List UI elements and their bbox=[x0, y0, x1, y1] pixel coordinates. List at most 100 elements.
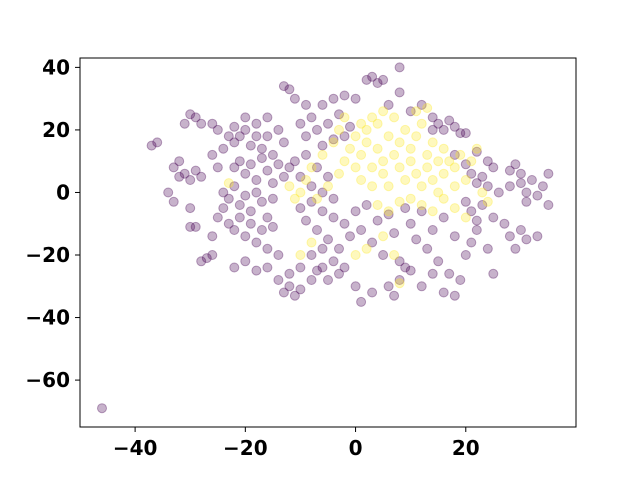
data-point-series-1-10 bbox=[361, 124, 372, 135]
data-point-series-0-30 bbox=[245, 140, 256, 151]
data-point-series-1-67 bbox=[427, 206, 438, 217]
data-point-series-0-126 bbox=[306, 250, 317, 260]
data-point-series-0-62 bbox=[245, 218, 256, 229]
data-point-series-1-24 bbox=[400, 124, 411, 135]
data-point-series-1-71 bbox=[394, 278, 405, 289]
data-point-series-1-77 bbox=[449, 203, 460, 214]
data-point-series-0-195 bbox=[504, 231, 515, 242]
data-point-series-0-160 bbox=[427, 112, 438, 123]
data-point-series-0-157 bbox=[389, 290, 400, 301]
data-point-series-0-187 bbox=[532, 190, 543, 201]
data-point-series-1-4 bbox=[345, 143, 355, 154]
data-point-series-0-121 bbox=[378, 250, 389, 260]
data-point-series-0-93 bbox=[323, 118, 333, 129]
data-point-series-0-115 bbox=[345, 231, 355, 242]
y-tick-label: −60 bbox=[25, 368, 70, 392]
data-point-series-0-158 bbox=[394, 275, 405, 285]
data-point-series-1-56 bbox=[295, 187, 306, 198]
data-point-series-0-123 bbox=[389, 228, 400, 239]
y-tick-label: 20 bbox=[42, 118, 70, 142]
x-tick-label: −20 bbox=[223, 436, 268, 460]
data-point-series-0-169 bbox=[488, 162, 499, 173]
data-point-series-0-166 bbox=[460, 128, 471, 139]
data-point-series-0-12 bbox=[185, 175, 196, 185]
data-point-series-1-33 bbox=[427, 137, 438, 148]
data-point-series-0-31 bbox=[251, 118, 262, 129]
data-point-series-0-148 bbox=[427, 268, 438, 279]
data-point-series-0-179 bbox=[515, 168, 526, 179]
data-point-series-0-90 bbox=[306, 112, 317, 123]
data-point-series-0-218 bbox=[427, 124, 438, 135]
data-point-series-0-41 bbox=[251, 175, 262, 185]
data-point-series-0-97 bbox=[345, 121, 355, 132]
data-point-series-0-170 bbox=[449, 149, 460, 160]
data-point-series-0-58 bbox=[223, 218, 234, 229]
data-point-series-1-46 bbox=[477, 187, 488, 198]
data-point-series-0-57 bbox=[267, 193, 278, 204]
data-point-series-0-47 bbox=[284, 162, 295, 173]
data-point-series-1-23 bbox=[400, 175, 411, 185]
data-point-series-0-44 bbox=[267, 178, 278, 189]
data-point-series-0-14 bbox=[196, 171, 207, 182]
data-point-series-0-143 bbox=[444, 268, 455, 279]
data-point-series-0-154 bbox=[482, 243, 493, 254]
data-point-series-0-73 bbox=[284, 281, 295, 292]
data-point-series-1-51 bbox=[367, 112, 378, 123]
data-point-series-0-5 bbox=[190, 112, 201, 123]
data-point-series-0-94 bbox=[328, 134, 339, 145]
data-point-series-0-133 bbox=[350, 281, 361, 292]
data-point-series-0-215 bbox=[394, 87, 405, 98]
data-point-series-1-18 bbox=[383, 181, 394, 192]
data-point-series-0-89 bbox=[301, 131, 311, 142]
data-point-series-0-194 bbox=[499, 218, 510, 229]
data-point-series-0-135 bbox=[367, 287, 378, 298]
data-point-series-0-120 bbox=[372, 215, 383, 226]
data-point-series-0-86 bbox=[372, 78, 383, 88]
data-point-series-0-186 bbox=[543, 200, 554, 210]
data-point-series-1-63 bbox=[383, 206, 394, 217]
data-point-series-0-122 bbox=[383, 209, 394, 220]
data-point-series-0-155 bbox=[488, 268, 499, 279]
data-point-series-0-134 bbox=[356, 296, 367, 307]
data-point-series-1-14 bbox=[372, 118, 383, 129]
data-point-series-0-83 bbox=[350, 93, 361, 104]
data-point-series-0-50 bbox=[229, 181, 240, 192]
data-point-series-0-204 bbox=[317, 262, 328, 273]
data-point-series-0-105 bbox=[328, 193, 339, 204]
data-point-series-0-207 bbox=[218, 143, 229, 154]
data-point-series-0-142 bbox=[438, 212, 449, 223]
data-point-series-0-181 bbox=[515, 178, 526, 189]
data-point-series-0-2 bbox=[152, 137, 163, 148]
data-point-series-0-112 bbox=[328, 212, 339, 223]
data-point-series-0-202 bbox=[295, 262, 306, 273]
data-point-series-1-68 bbox=[438, 193, 449, 204]
data-point-series-1-30 bbox=[416, 181, 427, 192]
data-point-series-0-98 bbox=[289, 156, 300, 167]
data-point-series-0-27 bbox=[229, 137, 240, 148]
data-point-series-1-5 bbox=[350, 131, 361, 142]
x-axis: −40 −20 0 20 bbox=[113, 427, 480, 460]
data-point-series-0-114 bbox=[339, 218, 350, 229]
data-point-series-0-63 bbox=[251, 237, 262, 248]
data-point-series-0-214 bbox=[383, 99, 394, 110]
data-point-series-0-118 bbox=[361, 200, 372, 210]
data-point-series-0-10 bbox=[174, 171, 185, 182]
data-point-series-0-173 bbox=[471, 178, 482, 189]
data-point-series-0-68 bbox=[240, 256, 251, 267]
data-point-series-1-41 bbox=[449, 162, 460, 173]
data-point-series-0-32 bbox=[256, 143, 267, 154]
data-point-series-0-153 bbox=[471, 225, 482, 235]
data-point-series-0-140 bbox=[427, 225, 438, 235]
data-point-series-0-163 bbox=[444, 115, 455, 126]
data-point-series-0-102 bbox=[312, 162, 322, 173]
data-point-series-0-18 bbox=[185, 203, 196, 214]
data-point-series-0-128 bbox=[317, 243, 328, 254]
x-tick-label: −40 bbox=[113, 436, 158, 460]
data-point-series-0-150 bbox=[449, 290, 460, 301]
data-point-series-1-43 bbox=[460, 175, 471, 185]
data-point-series-0-96 bbox=[339, 131, 350, 142]
data-point-series-0-52 bbox=[240, 190, 251, 201]
data-point-series-0-175 bbox=[482, 181, 493, 192]
data-point-series-1-2 bbox=[334, 168, 344, 179]
data-point-series-0-109 bbox=[312, 225, 322, 235]
